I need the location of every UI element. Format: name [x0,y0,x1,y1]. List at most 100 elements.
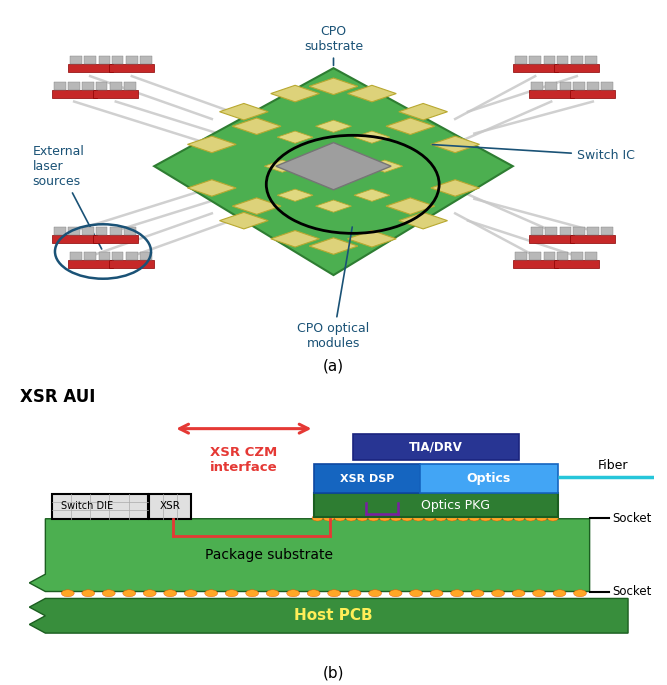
Bar [587,227,598,235]
Bar [571,56,582,64]
Polygon shape [219,212,268,229]
Circle shape [323,515,334,521]
Bar [560,82,571,90]
Circle shape [61,590,74,597]
Bar [68,64,113,72]
Polygon shape [348,231,396,247]
Polygon shape [386,198,435,214]
Bar [109,64,154,72]
FancyBboxPatch shape [314,464,420,493]
Text: Host PCB: Host PCB [294,608,373,623]
Polygon shape [309,238,358,254]
Circle shape [205,590,217,597]
Circle shape [390,590,402,597]
Circle shape [369,590,382,597]
Circle shape [82,590,95,597]
Circle shape [471,590,484,597]
Polygon shape [309,78,358,95]
FancyBboxPatch shape [420,464,558,493]
Bar [601,82,613,90]
Bar [544,252,555,260]
Circle shape [380,515,390,521]
Bar [96,82,107,90]
Circle shape [143,590,156,597]
Text: Package substrate: Package substrate [205,548,334,562]
Bar [70,56,82,64]
Text: Optics PKG: Optics PKG [421,499,490,512]
Circle shape [502,515,514,521]
Text: XSR DSP: XSR DSP [340,473,394,484]
Circle shape [536,515,547,521]
Polygon shape [187,179,236,196]
Bar [546,227,557,235]
Text: XSR: XSR [159,501,180,511]
Circle shape [413,515,424,521]
Bar [516,56,527,64]
Circle shape [410,590,422,597]
Bar [126,252,137,260]
Circle shape [348,590,361,597]
Bar [85,56,96,64]
Circle shape [525,515,536,521]
Circle shape [164,590,177,597]
Polygon shape [277,131,313,143]
Bar [126,56,137,64]
Bar [529,90,574,97]
Bar [99,56,110,64]
Polygon shape [187,136,236,153]
Bar [112,252,123,260]
Bar [554,64,599,72]
Bar [93,90,138,97]
Polygon shape [431,179,480,196]
Bar [52,235,97,242]
Circle shape [307,590,320,597]
Bar [99,252,110,260]
Circle shape [287,590,299,597]
Circle shape [368,515,379,521]
Bar [69,82,80,90]
Circle shape [574,590,586,597]
Polygon shape [399,212,448,229]
Text: XSR AUI: XSR AUI [20,388,95,406]
Bar [124,82,135,90]
Polygon shape [219,103,268,120]
Circle shape [446,515,458,521]
Bar [54,227,66,235]
Circle shape [553,590,566,597]
Bar [109,260,154,269]
Polygon shape [315,200,352,212]
Bar [560,227,571,235]
Polygon shape [154,68,513,275]
Bar [546,82,557,90]
Bar [140,56,151,64]
Circle shape [390,515,402,521]
Polygon shape [29,599,628,633]
Bar [110,82,121,90]
Bar [69,227,80,235]
Text: Optics: Optics [467,472,511,485]
FancyBboxPatch shape [353,434,519,460]
Text: CPO
substrate: CPO substrate [304,25,363,65]
Circle shape [327,590,341,597]
Circle shape [184,590,197,597]
Polygon shape [348,86,396,102]
Bar [93,235,138,242]
Circle shape [458,515,469,521]
FancyBboxPatch shape [149,494,191,519]
Polygon shape [315,120,352,132]
Circle shape [102,590,115,597]
Bar [54,82,66,90]
Bar [52,90,97,97]
Circle shape [424,515,435,521]
Bar [529,235,574,242]
Bar [587,82,598,90]
Polygon shape [354,131,390,143]
Circle shape [346,515,357,521]
Bar [85,252,96,260]
Bar [112,56,123,64]
Bar [570,235,615,242]
Circle shape [225,590,238,597]
Bar [554,260,599,269]
Bar [573,227,584,235]
Bar [601,227,613,235]
